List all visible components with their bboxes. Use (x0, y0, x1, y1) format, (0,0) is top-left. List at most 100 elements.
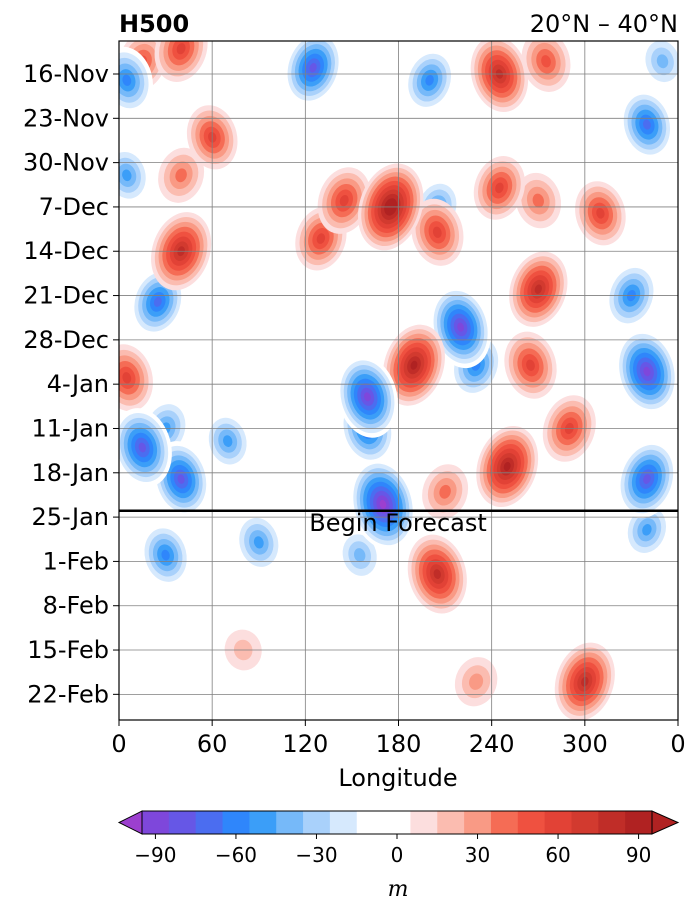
anomaly-band (177, 474, 185, 484)
anomaly-band (175, 168, 187, 183)
x-tick-label: 60 (197, 730, 228, 758)
x-tick-label: 300 (562, 730, 608, 758)
anomaly-cell (204, 411, 252, 471)
anomaly-band (503, 462, 511, 471)
anomaly-band (339, 195, 349, 207)
anomaly-cell (619, 89, 674, 160)
region-label: 20°N – 40°N (530, 10, 678, 38)
colorbar-cell (168, 811, 197, 834)
colorbar-cell (517, 811, 546, 834)
y-tick-label: 8-Feb (43, 592, 109, 620)
y-ticks: 16-Nov 23-Nov 30-Nov 7-Dec 14-Dec 21-Dec 28-De… (23, 60, 119, 708)
anomaly-band (656, 54, 669, 69)
anomaly-band (364, 392, 371, 402)
colorbar-cell (625, 811, 653, 834)
anomaly-cell (504, 331, 557, 399)
y-tick-label: 7-Dec (39, 193, 109, 221)
anomaly-cell (521, 41, 571, 92)
y-tick-label: 23-Nov (23, 104, 109, 132)
colorbar-tick-label: −60 (215, 843, 257, 867)
anomaly-cell (350, 459, 416, 550)
anomaly-band (354, 548, 366, 563)
anomaly-cell (234, 511, 284, 574)
anomaly-cell (119, 146, 151, 205)
anomaly-cell (473, 156, 526, 220)
x-tick-label: 0 (111, 730, 126, 758)
anomaly-cell (317, 167, 371, 234)
colorbar-cell (598, 811, 626, 834)
colorbar-cell (437, 811, 465, 834)
colorbar-cell (464, 811, 492, 834)
colorbar-cell (249, 811, 277, 834)
anomaly-cell (119, 344, 153, 412)
anomaly-band (596, 207, 605, 219)
y-tick-label: 16-Nov (23, 60, 109, 88)
anomaly-band (316, 233, 326, 244)
y-tick-label: 14-Dec (23, 237, 109, 265)
anomaly-cell (515, 172, 562, 229)
colorbar-cell (329, 811, 358, 834)
anomaly-band (526, 359, 535, 371)
colorbar-cell (383, 811, 412, 834)
colorbar-cell (195, 811, 224, 834)
colorbar-cell (356, 811, 385, 834)
x-tick-label: 180 (376, 730, 422, 758)
anomaly-band (495, 182, 504, 194)
y-tick-label: 21-Dec (23, 282, 109, 310)
y-tick-label: 15-Feb (27, 636, 109, 664)
anomaly-band (532, 193, 544, 208)
anomaly-band (541, 55, 551, 68)
anomaly-cell (119, 408, 172, 487)
y-tick-label: 28-Dec (23, 326, 109, 354)
anomaly-band (223, 435, 233, 447)
anomaly-band (309, 63, 317, 73)
colorbar-cell (303, 811, 331, 834)
colorbar-tick-label: 0 (391, 843, 404, 867)
forecast-label: Begin Forecast (309, 509, 487, 537)
colorbar-cell (410, 811, 438, 834)
anomaly-field (119, 41, 678, 720)
anomaly-cell (383, 324, 445, 406)
y-tick-label: 11-Jan (31, 414, 109, 442)
y-tick-label: 22-Feb (27, 680, 109, 708)
anomaly-cell (411, 198, 464, 266)
anomaly-cell (615, 329, 678, 414)
grid (119, 41, 678, 720)
anomaly-band (379, 499, 387, 509)
anomaly-cell (422, 464, 469, 520)
anomaly-cell (476, 425, 539, 508)
colorbar-tick-label: −90 (134, 843, 176, 867)
anomaly-cell (119, 46, 153, 114)
anomaly-cell (616, 440, 677, 519)
x-axis-label: Longitude (338, 764, 457, 792)
anomaly-cell (509, 251, 568, 327)
colorbar-extend-high (651, 810, 680, 835)
anomaly-band (534, 284, 542, 294)
colorbar-cell (276, 811, 304, 834)
colorbar-label: m (388, 877, 409, 902)
anomaly-cell (154, 41, 208, 82)
anomaly-band (410, 360, 418, 370)
anomaly-band (122, 169, 132, 182)
anomaly-band (432, 226, 442, 238)
anomaly-band (433, 569, 441, 580)
anomaly-band (457, 322, 464, 332)
colorbar-cell (222, 811, 250, 834)
anomaly-band (138, 442, 146, 453)
anomaly-cell (283, 41, 343, 106)
x-tick-label: 120 (282, 730, 328, 758)
anomaly-band (161, 549, 170, 561)
anomaly-cell (639, 41, 678, 90)
anomaly-band (122, 372, 132, 384)
anomaly-band (253, 536, 264, 549)
anomaly-band (153, 296, 162, 307)
x-tick-label: 0 (670, 730, 685, 758)
colorbar-cell (142, 811, 170, 834)
anomaly-cell (158, 147, 205, 203)
anomaly-band (643, 366, 651, 377)
colorbar-tick-label: 30 (465, 843, 490, 867)
colorbar-extend-low (117, 810, 143, 835)
anomaly-band (469, 673, 484, 690)
y-tick-label: 25-Jan (31, 503, 109, 531)
